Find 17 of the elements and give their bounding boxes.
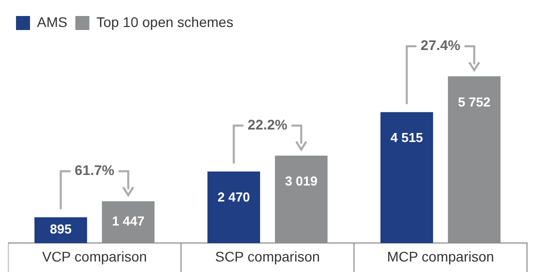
bar xyxy=(380,112,434,244)
bar xyxy=(207,172,260,244)
legend-label: AMS xyxy=(37,14,68,30)
data-label: 5 752 xyxy=(458,94,491,110)
legend-label: Top 10 open schemes xyxy=(96,14,234,30)
x-tick-label: SCP comparison xyxy=(215,248,320,264)
data-label: 1 447 xyxy=(112,213,145,228)
data-label: 895 xyxy=(50,221,72,236)
x-tick-label: VCP comparison xyxy=(42,248,147,264)
text: 27.4% xyxy=(420,37,461,54)
data-label: 2 470 xyxy=(217,190,250,205)
annotation: 22.2% xyxy=(248,116,288,132)
x-tick-label: MCP comparison xyxy=(386,248,494,264)
annotation: 61.7% xyxy=(74,162,115,178)
data-label: 4 515 xyxy=(390,130,424,146)
bar xyxy=(34,217,88,244)
data-label: 3 019 xyxy=(284,174,318,189)
